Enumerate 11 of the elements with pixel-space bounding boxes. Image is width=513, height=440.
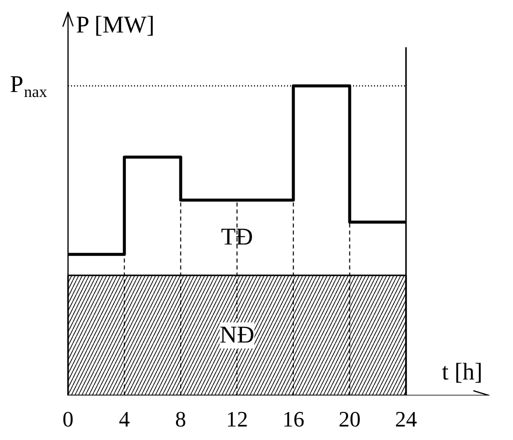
x-tick-label: 4 xyxy=(118,406,130,432)
annotation: TĐ xyxy=(221,224,254,251)
y-axis-title: P [MW] xyxy=(76,12,154,38)
x-tick-label: 16 xyxy=(282,406,304,432)
band-label: NĐ xyxy=(220,322,254,348)
x-tick-label: 20 xyxy=(338,406,361,432)
x-tick-label: 12 xyxy=(226,406,248,432)
x-tick-label: 0 xyxy=(62,406,74,432)
x-tick-label: 24 xyxy=(395,406,418,432)
x-tick-label: 8 xyxy=(175,406,186,432)
x-axis-title: t [h] xyxy=(442,360,483,386)
